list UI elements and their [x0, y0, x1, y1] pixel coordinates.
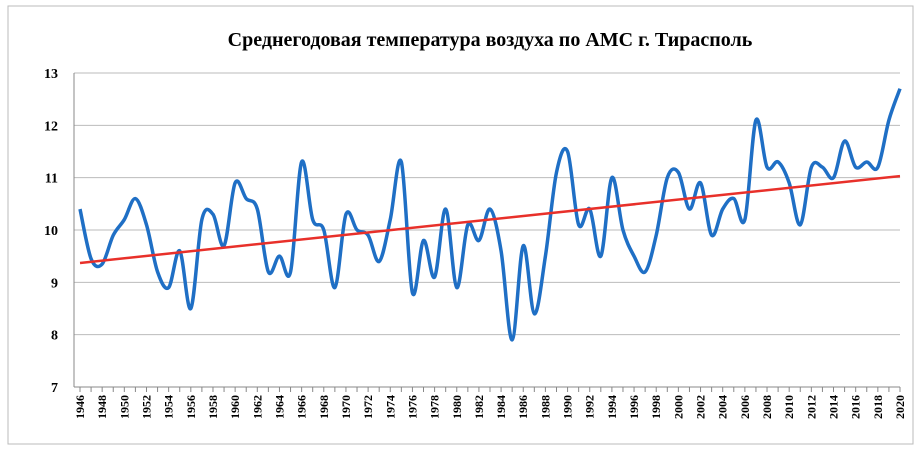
- x-tick-label: 1984: [494, 395, 508, 419]
- x-tick-label: 1982: [472, 395, 486, 419]
- y-tick-label: 13: [44, 67, 58, 82]
- x-tick-label: 1998: [649, 395, 663, 419]
- x-tick-label: 1994: [605, 395, 619, 419]
- x-tick-label: 1954: [162, 395, 176, 419]
- y-tick-label: 10: [44, 224, 58, 239]
- trend-line: [79, 174, 901, 265]
- x-tick-label: 1966: [295, 395, 309, 419]
- x-tick-label: 1974: [383, 395, 397, 419]
- x-tick-label: 1972: [361, 395, 375, 419]
- y-tick-label: 7: [51, 381, 58, 396]
- x-tick-label: 2010: [782, 395, 796, 419]
- x-tick-label: 1960: [228, 395, 242, 419]
- x-tick-label: 1990: [561, 395, 575, 419]
- x-tick-label: 1988: [538, 395, 552, 419]
- x-tick-label: 1986: [516, 395, 530, 419]
- x-tick-label: 2018: [871, 395, 885, 419]
- x-tick-label: 2006: [738, 395, 752, 419]
- x-tick-label: 2016: [849, 395, 863, 419]
- x-tick-label: 2014: [827, 395, 841, 419]
- x-tick-label: 1996: [627, 395, 641, 419]
- y-tick-label: 9: [51, 276, 58, 291]
- chart-frame: [7, 5, 914, 445]
- x-tick-label: 1970: [339, 395, 353, 419]
- x-tick-label: 1980: [450, 395, 464, 419]
- x-tick-label: 1978: [428, 395, 442, 419]
- x-tick-label: 1956: [184, 395, 198, 419]
- x-tick-label: 1948: [95, 395, 109, 419]
- y-tick-label: 8: [51, 329, 58, 344]
- x-tick-label: 2020: [893, 395, 907, 419]
- x-tick-label: 1964: [272, 395, 286, 419]
- x-tick-label: 2002: [694, 395, 708, 419]
- x-tick-label: 1958: [206, 395, 220, 419]
- y-tick-label: 11: [45, 172, 58, 187]
- x-tick-label: 1950: [117, 395, 131, 419]
- x-tick-label: 2000: [671, 395, 685, 419]
- x-tick-label: 1968: [317, 395, 331, 419]
- x-tick-label: 1992: [583, 395, 597, 419]
- y-tick-label: 12: [44, 119, 58, 134]
- x-tick-label: 1946: [73, 395, 87, 419]
- x-tick-label: 2012: [804, 395, 818, 419]
- x-tick-label: 1962: [250, 395, 264, 419]
- x-tick-label: 1952: [139, 395, 153, 419]
- chart-title: Среднегодовая температура воздуха по АМС…: [228, 29, 753, 51]
- x-tick-label: 2008: [760, 395, 774, 419]
- x-tick-label: 1976: [405, 395, 419, 419]
- x-tick-label: 2004: [716, 395, 730, 419]
